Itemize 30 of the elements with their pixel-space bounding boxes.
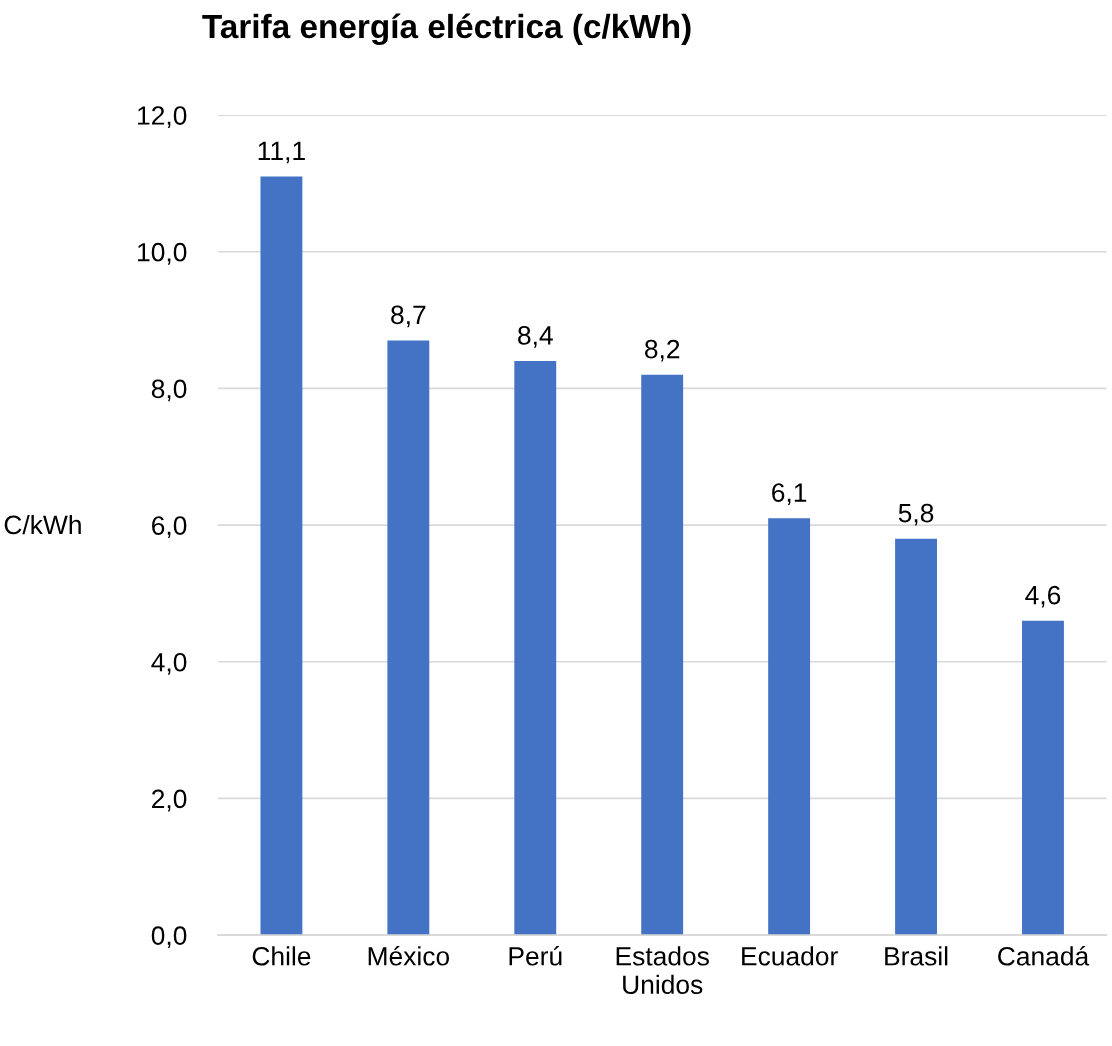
data-label: 8,4 — [518, 326, 553, 348]
bar — [387, 340, 430, 936]
x-tick-label: Chile — [252, 946, 311, 966]
data-label: 6,1 — [772, 483, 807, 506]
x-tick-label: Estados Unidos — [616, 946, 709, 995]
bar — [768, 518, 811, 936]
y-tick-label: 0,0 — [151, 926, 187, 949]
x-tick-label: Canadá — [998, 945, 1090, 966]
data-label: 11,1 — [258, 141, 305, 164]
bar — [641, 374, 684, 936]
y-tick-label: 8,0 — [151, 379, 187, 402]
y-tick-label: 4,0 — [151, 652, 187, 675]
bar — [514, 361, 557, 936]
y-tick-label: 2,0 — [152, 789, 187, 812]
bar — [1022, 620, 1064, 936]
bar — [895, 538, 937, 936]
y-tick-label: 10,0 — [138, 242, 187, 265]
chart-title: Tarifa energía eléctrica (c/kWh) — [202, 13, 691, 46]
data-label: 5,8 — [898, 503, 934, 526]
data-label: 4,6 — [1025, 585, 1061, 608]
y-tick-label: 12,0 — [138, 106, 187, 128]
y-tick-label: 6,0 — [152, 516, 187, 539]
x-tick-label: México — [368, 945, 450, 966]
x-tick-label: Ecuador — [742, 946, 838, 966]
data-label: 8,7 — [391, 305, 426, 328]
bar — [260, 176, 303, 936]
x-tick-label: Brasil — [885, 946, 948, 966]
data-label: 8,2 — [645, 339, 680, 362]
x-tick-label: Perú — [509, 945, 562, 966]
y-axis-title: C/kWh — [4, 514, 81, 535]
